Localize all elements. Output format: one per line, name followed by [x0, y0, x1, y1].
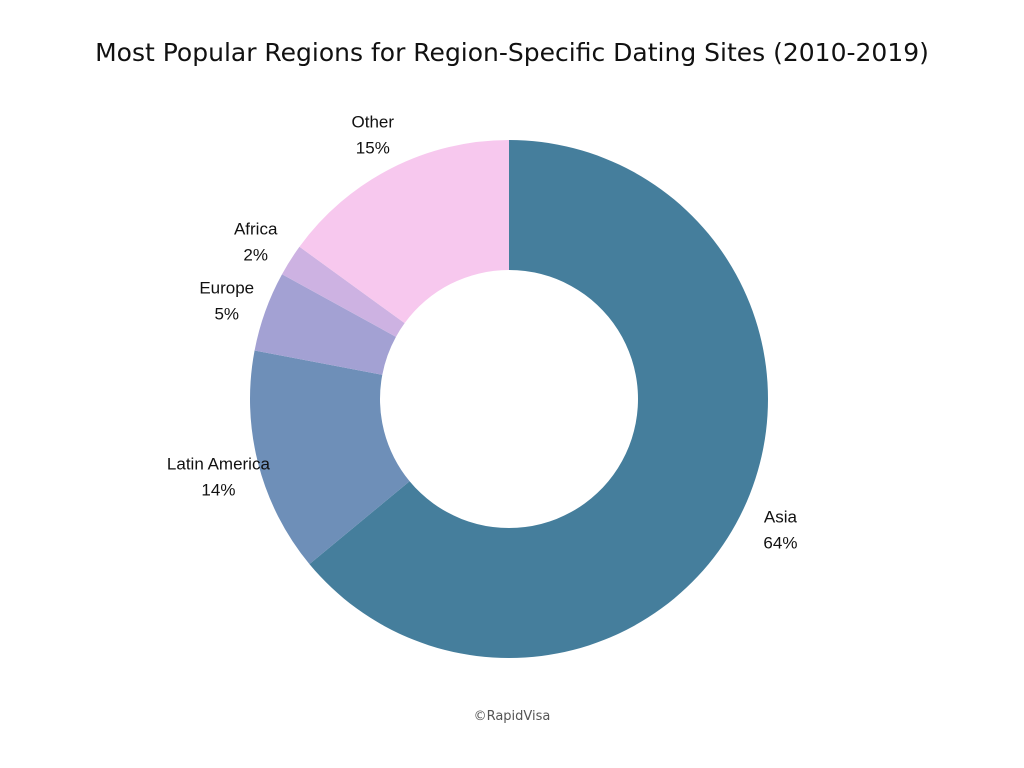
- donut-slices: [250, 140, 768, 658]
- slice-other: [299, 140, 509, 324]
- slice-label-europe: Europe 5%: [199, 278, 254, 323]
- chart-title: Most Popular Regions for Region-Specific…: [95, 38, 929, 67]
- slice-label-asia: Asia 64%: [763, 508, 797, 553]
- slice-europe: [254, 274, 396, 375]
- slice-latin-america: [250, 350, 410, 565]
- slice-labels: Asia 64% Latin America 14% Europe 5% Africa 2% O…: [167, 113, 798, 553]
- slice-label-africa: Africa 2%: [234, 219, 278, 264]
- slice-africa: [282, 246, 405, 337]
- slice-label-other: Other 15%: [352, 113, 395, 158]
- credit-text: ©RapidVisa: [473, 709, 551, 724]
- slice-asia: [309, 140, 768, 658]
- slice-label-latin-america: Latin America 14%: [167, 455, 271, 500]
